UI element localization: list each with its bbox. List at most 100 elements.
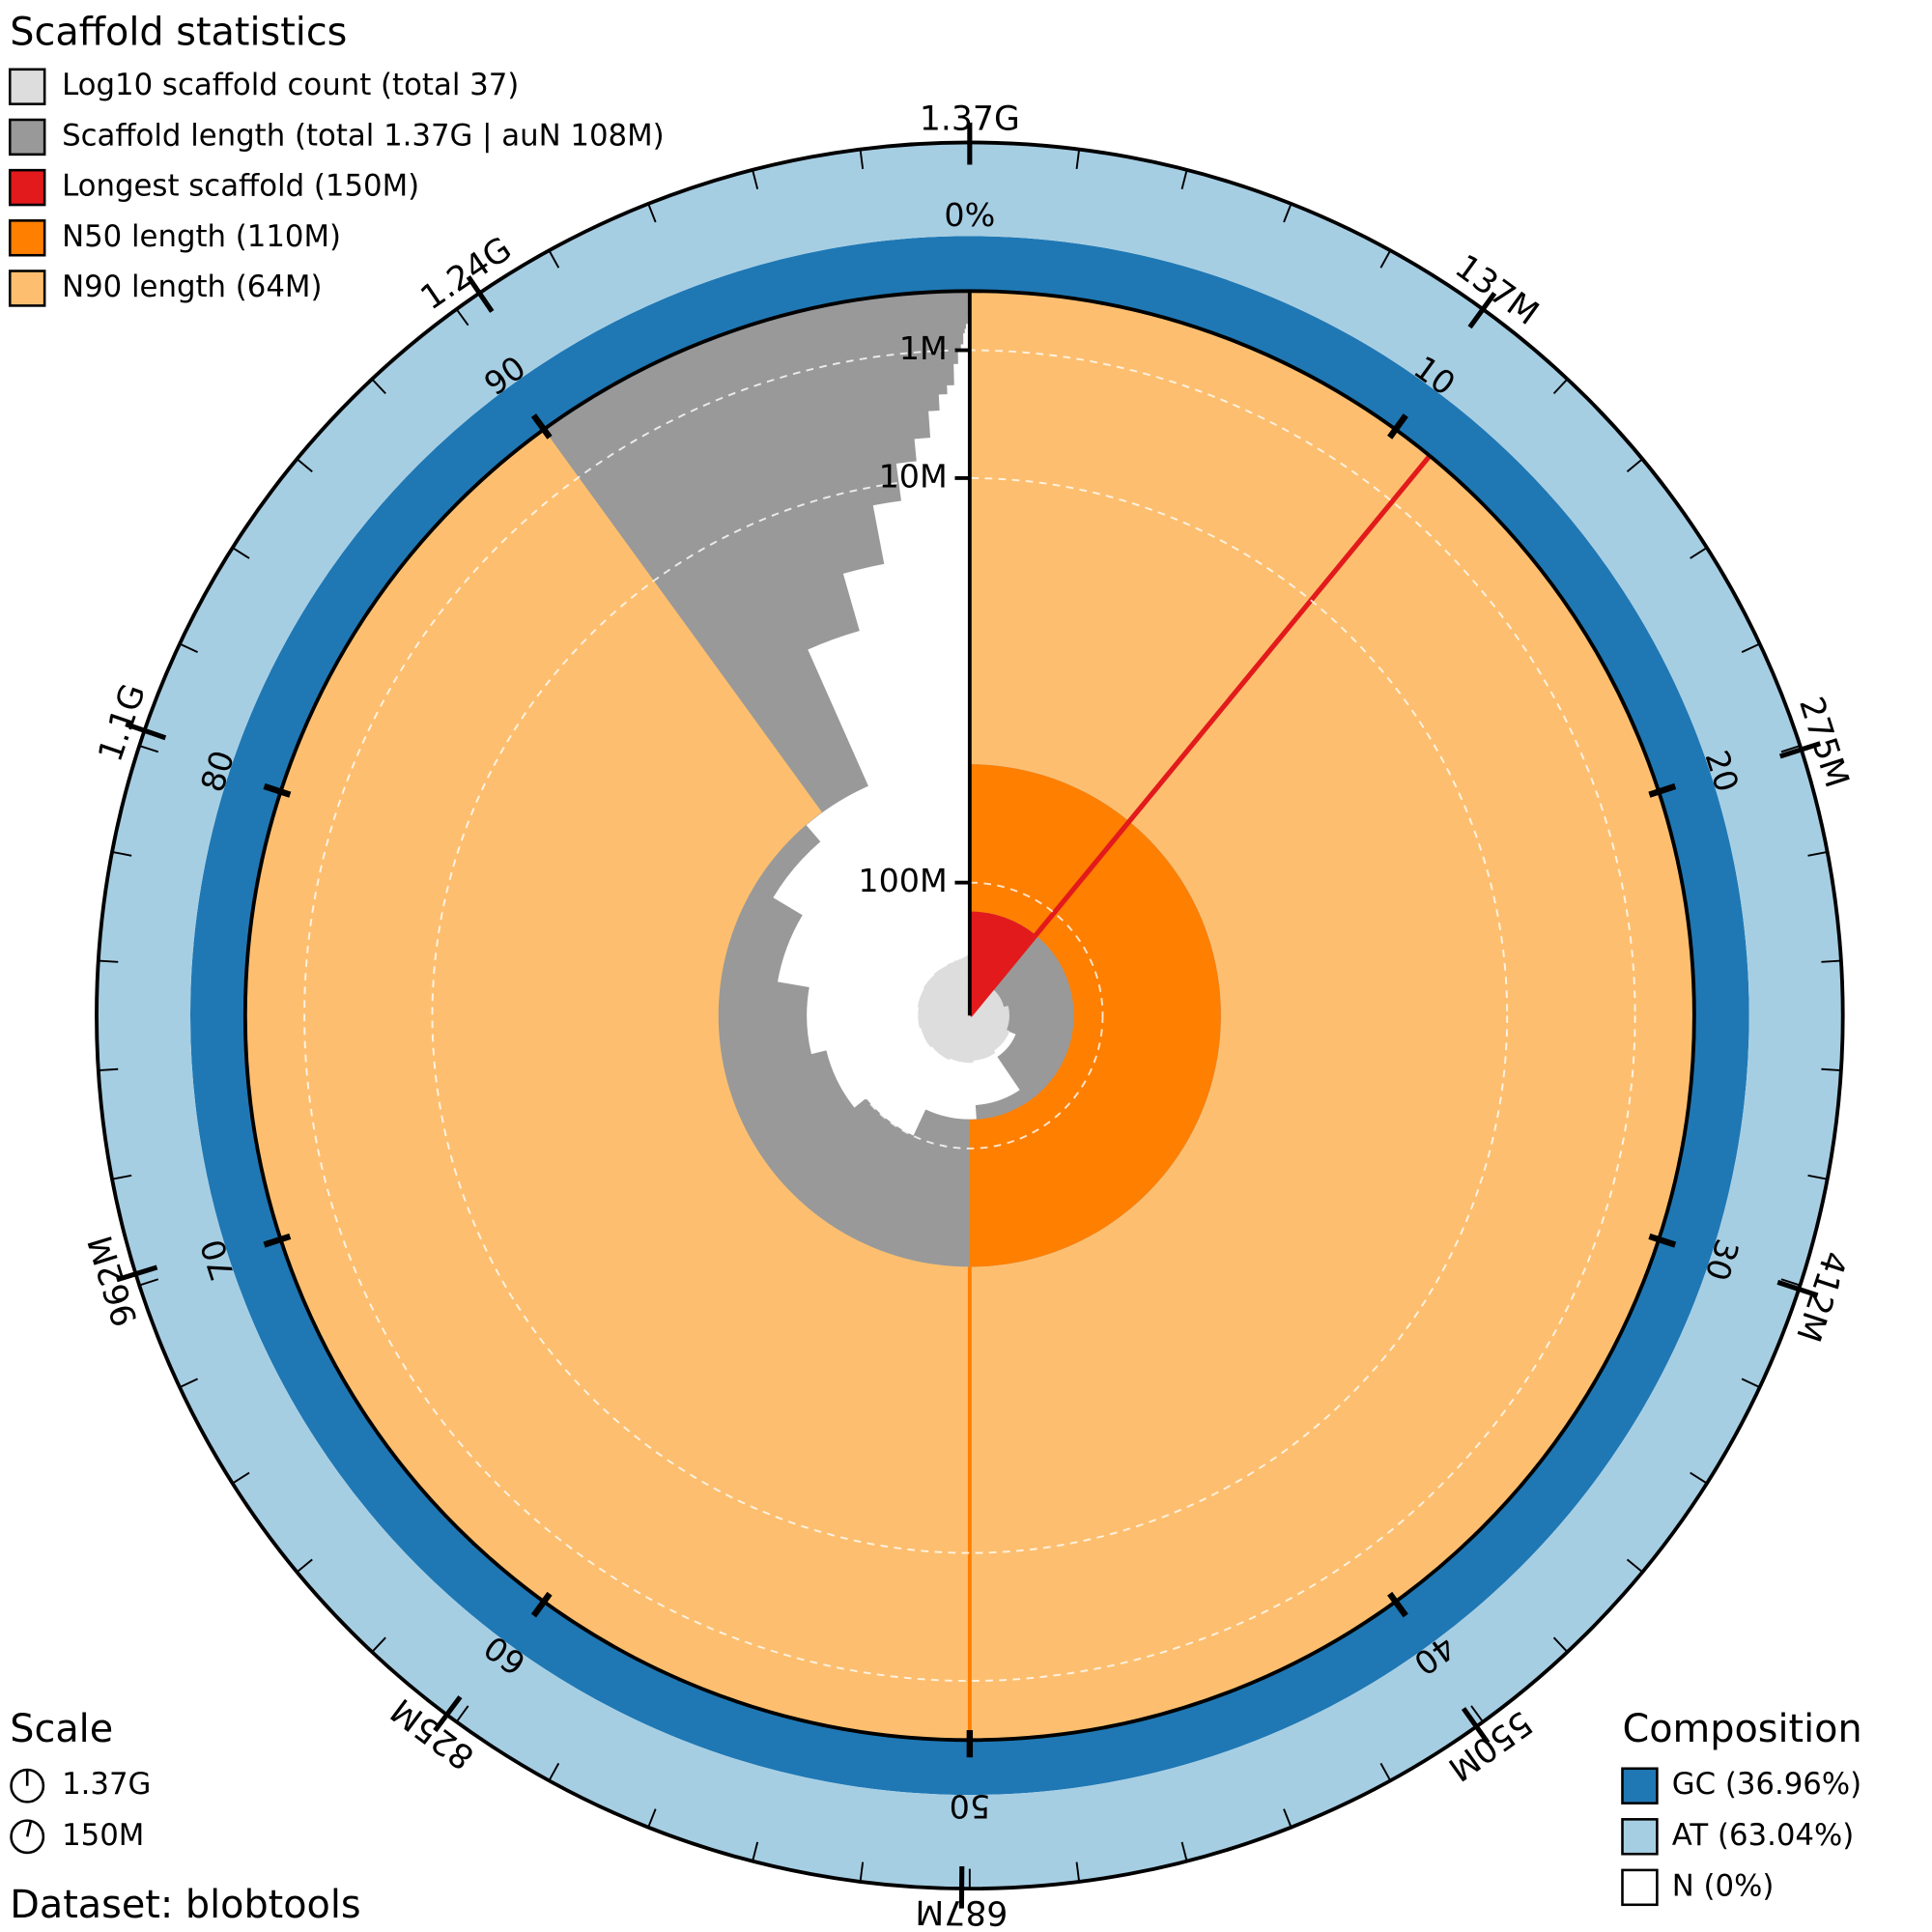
x-minor-tick (179, 642, 198, 654)
percent-origin-label: 0% (944, 196, 995, 234)
x-minor-tick (111, 1174, 132, 1180)
x-minor-tick (1075, 1861, 1081, 1883)
composition-ring (189, 236, 1749, 1796)
composition-title: Composition (1622, 1707, 1861, 1751)
x-minor-tick (1821, 1067, 1841, 1071)
grid-circle (836, 881, 1104, 1150)
percent-tick-label: 50 (950, 1787, 990, 1825)
legend-swatch (8, 118, 46, 156)
r-tick-label: 1M (899, 329, 948, 367)
x-minor-tick (1821, 959, 1841, 963)
percent-tick (1387, 413, 1408, 440)
x-minor-tick (1470, 1705, 1484, 1723)
grid-circle (431, 476, 1509, 1554)
x-minor-tick (138, 1278, 159, 1287)
x-tick (1778, 741, 1822, 759)
r-tick-label: 10M (879, 457, 948, 495)
x-minor-tick (232, 1471, 250, 1485)
x-minor-tick (1690, 547, 1708, 559)
x-minor-tick (455, 1705, 469, 1723)
x-tick (125, 722, 167, 741)
x-minor-tick (1180, 1841, 1188, 1861)
legend-label: Scaffold length (total 1.37G | auN 108M) (62, 118, 665, 153)
composition-swatch (1621, 1868, 1659, 1907)
composition-label: AT (63.04%) (1672, 1818, 1854, 1853)
x-minor-tick (548, 249, 560, 269)
x-minor-tick (1780, 745, 1801, 753)
x-minor-tick (647, 1808, 657, 1829)
x-minor-tick (548, 1762, 560, 1781)
r-tick-label: 100M (858, 862, 947, 899)
x-tick-label: 1.37G (920, 99, 1020, 138)
x-tick (1467, 291, 1497, 329)
scale-title: Scale (10, 1707, 113, 1751)
x-minor-tick (1741, 1378, 1761, 1388)
x-minor-tick (1626, 1558, 1643, 1574)
percent-tick (530, 413, 553, 440)
x-minor-tick (859, 149, 865, 170)
n50-sector (969, 764, 1221, 1267)
x-tick (466, 274, 495, 313)
longest-sector (969, 911, 1037, 1016)
x-minor-tick (1552, 378, 1569, 395)
composition-swatch (1621, 1818, 1659, 1856)
legend-label: N50 length (110M) (62, 219, 341, 254)
scale-icon (25, 1820, 33, 1837)
x-minor-tick (1075, 149, 1081, 170)
percent-tick (1648, 782, 1677, 798)
x-minor-tick (1690, 1471, 1708, 1485)
legend-swatch (8, 219, 46, 257)
x-minor-tick (296, 458, 313, 472)
x-minor-tick (98, 1067, 119, 1071)
x-minor-tick (1807, 850, 1828, 857)
x-minor-tick (752, 1841, 759, 1861)
x-minor-tick (1283, 1808, 1293, 1829)
x-minor-tick (455, 308, 469, 327)
composition-ring (96, 142, 1843, 1889)
x-minor-tick (111, 850, 132, 857)
scale-icon (10, 1819, 45, 1855)
percent-tick (1387, 1591, 1408, 1618)
x-tick (1776, 1279, 1819, 1298)
x-minor-tick (371, 378, 386, 395)
x-minor-tick (1807, 1174, 1828, 1180)
legend-label: Log10 scaffold count (total 37) (62, 68, 519, 102)
x-tick-label: 687M (915, 1892, 1008, 1932)
legend-swatch (8, 68, 46, 105)
x-minor-tick (647, 203, 657, 223)
percent-tick (530, 1591, 553, 1618)
n90-sector (244, 291, 1694, 1741)
x-minor-tick (752, 169, 759, 189)
dataset-label: Dataset: blobtools (10, 1883, 360, 1927)
percent-tick (1648, 1233, 1677, 1248)
legend-label: N90 length (64M) (62, 270, 322, 304)
x-minor-tick (1283, 203, 1293, 223)
longest-line (967, 454, 1433, 1017)
x-minor-tick (179, 1378, 198, 1388)
chart-title: Scaffold statistics (10, 10, 347, 54)
x-tick (116, 1264, 158, 1283)
x-minor-tick (1379, 249, 1392, 269)
scale-item: 150M (62, 1818, 144, 1853)
x-tick (433, 1695, 463, 1733)
x-minor-tick (232, 547, 250, 559)
legend-swatch (8, 270, 46, 307)
percent-tick (263, 782, 292, 798)
x-minor-tick (1379, 1762, 1392, 1781)
composition-swatch (1621, 1767, 1659, 1804)
composition-label: N (0%) (1672, 1868, 1775, 1903)
x-minor-tick (859, 1861, 865, 1883)
x-minor-tick (296, 1558, 313, 1574)
composition-label: GC (36.96%) (1672, 1767, 1861, 1802)
x-minor-tick (1552, 1636, 1569, 1653)
x-minor-tick (1741, 642, 1761, 654)
x-minor-tick (98, 959, 119, 963)
percent-tick (263, 1233, 292, 1248)
x-minor-tick (1626, 458, 1643, 472)
x-minor-tick (138, 745, 159, 753)
x-minor-tick (371, 1636, 386, 1653)
legend-label: Longest scaffold (150M) (62, 169, 419, 204)
scale-item: 1.37G (62, 1767, 151, 1802)
